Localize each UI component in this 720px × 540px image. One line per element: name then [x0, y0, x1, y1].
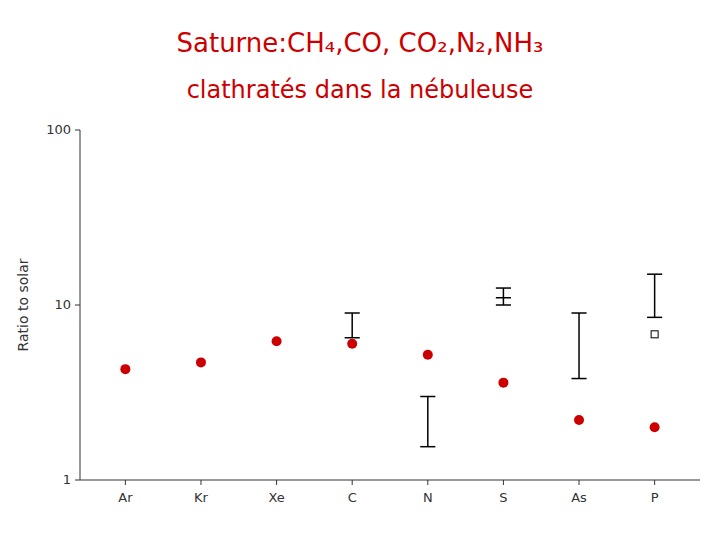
y-tick-label: 1 — [63, 472, 71, 487]
x-tick-label: Ar — [118, 490, 133, 505]
x-tick — [200, 480, 201, 485]
error-cap-high — [571, 312, 586, 314]
chart: Saturne:CH₄,CO, CO₂,N₂,NH₃ clathratés dan… — [0, 0, 720, 540]
x-tick-label: N — [423, 490, 433, 505]
x-axis — [80, 480, 700, 481]
y-axis-label: Ratio to solar — [15, 258, 31, 351]
dot — [196, 357, 206, 367]
y-tick-label: 10 — [54, 297, 71, 312]
x-tick-label: P — [651, 490, 659, 505]
error-bar — [578, 313, 580, 379]
dot — [120, 364, 130, 374]
plot-area — [120, 274, 662, 447]
dot — [574, 415, 584, 425]
error-bar — [503, 288, 505, 305]
dot — [423, 350, 433, 360]
error-cap-low — [496, 304, 511, 306]
error-cap-high — [647, 273, 662, 275]
error-bar — [427, 397, 429, 447]
error-bar — [654, 274, 656, 317]
dot — [347, 339, 357, 349]
y-tick-label: 100 — [46, 122, 71, 137]
x-tick — [276, 480, 277, 485]
dot — [498, 378, 508, 388]
x-tick — [654, 480, 655, 485]
subtitle: clathratés dans la nébuleuse — [187, 76, 534, 104]
y-tick — [75, 305, 80, 306]
title: Saturne:CH₄,CO, CO₂,N₂,NH₃ — [177, 28, 544, 58]
error-cap-high — [345, 312, 360, 314]
x-tick — [352, 480, 353, 485]
y-tick — [75, 130, 80, 131]
open-square — [651, 331, 658, 338]
error-cap-low — [345, 337, 360, 339]
error-cap-low — [571, 378, 586, 380]
x-tick-label: S — [499, 490, 507, 505]
x-tick — [503, 480, 504, 485]
error-cap-high — [420, 396, 435, 398]
error-bar — [351, 313, 353, 338]
y-tick — [75, 480, 80, 481]
error-cap-high — [496, 287, 511, 289]
dot — [272, 336, 282, 346]
x-tick-label: As — [571, 490, 587, 505]
x-tick-label: C — [348, 490, 357, 505]
error-cap-low — [647, 317, 662, 319]
x-tick — [125, 480, 126, 485]
error-cap-low — [420, 446, 435, 448]
x-tick-label: Kr — [194, 490, 209, 505]
error-mid — [496, 297, 511, 299]
x-tick — [579, 480, 580, 485]
x-tick — [427, 480, 428, 485]
dot — [650, 422, 660, 432]
x-tick-label: Xe — [268, 490, 284, 505]
